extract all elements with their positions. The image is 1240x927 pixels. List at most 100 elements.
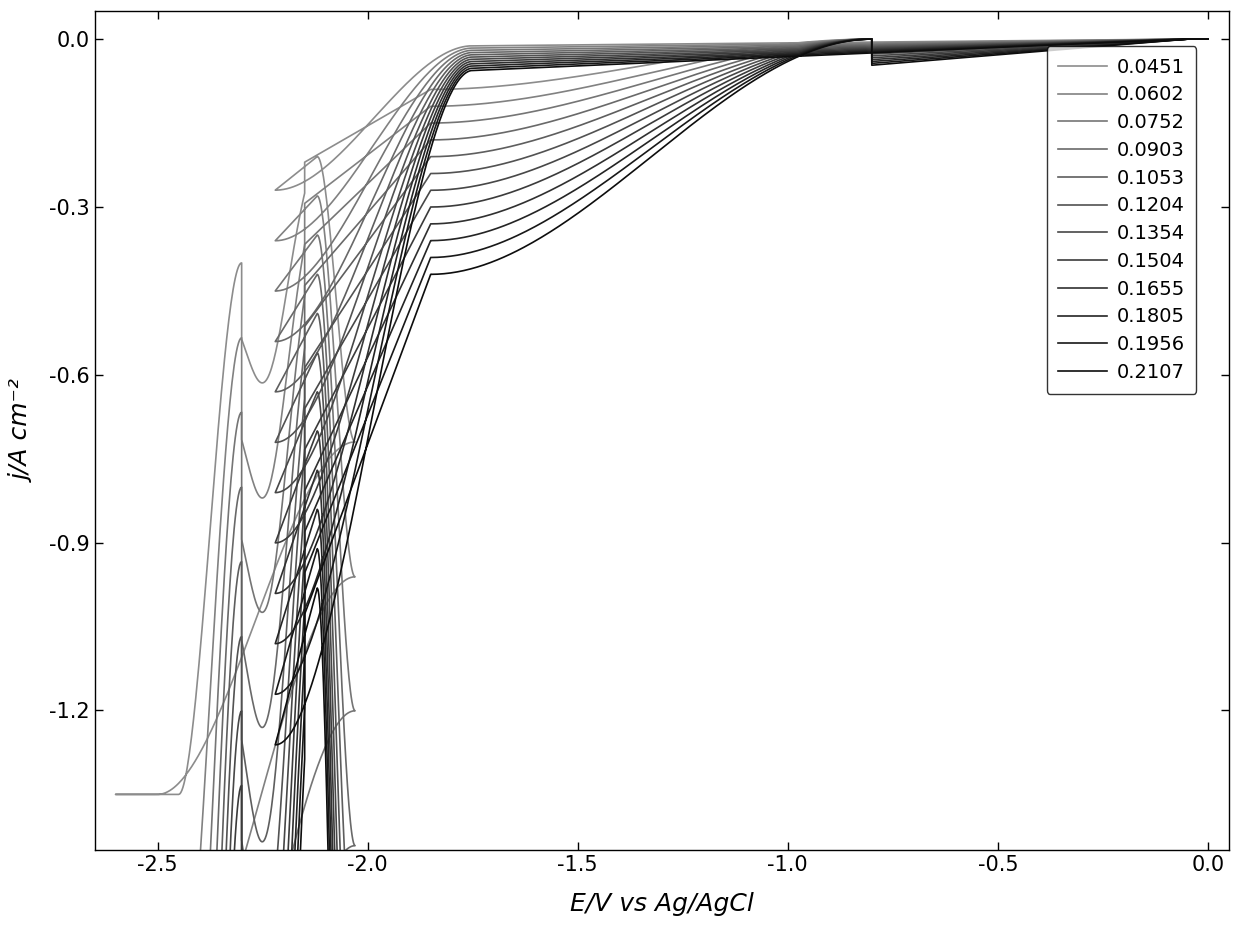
- 0.2107: [1047, 39, 1061, 50]
- 0.1204: [1200, 33, 1215, 44]
- 0.1655: [620, 141, 635, 152]
- 0.1956: [1200, 33, 1215, 44]
- 0.0451: [620, 63, 635, 74]
- 0.1204: [620, 111, 635, 122]
- 0.2107: [1200, 33, 1215, 44]
- 0.1354: [1184, 33, 1199, 44]
- 0.0903: [1047, 36, 1061, 47]
- Line: 0.1956: 0.1956: [115, 39, 1208, 927]
- 0.0752: [709, 41, 724, 52]
- 0.0752: [1047, 35, 1061, 46]
- 0.1805: [1200, 33, 1215, 44]
- Line: 0.1655: 0.1655: [115, 39, 1208, 927]
- 0.1354: [1047, 37, 1061, 48]
- 0.1655: [1200, 33, 1215, 44]
- 0.1053: [1047, 36, 1061, 47]
- 0.2107: [799, 50, 813, 61]
- 0.1053: [620, 102, 635, 113]
- 0.0451: [150, 789, 165, 800]
- 0.0602: [620, 72, 635, 83]
- 0.1655: [799, 46, 813, 57]
- X-axis label: E/V vs Ag/AgCl: E/V vs Ag/AgCl: [570, 892, 754, 916]
- Y-axis label: j/A cm⁻²: j/A cm⁻²: [11, 380, 35, 482]
- 0.0903: [1184, 33, 1199, 44]
- 0.1504: [620, 131, 635, 142]
- 0.1354: [799, 44, 813, 56]
- 0.1655: [1200, 33, 1215, 44]
- 0.0602: [1200, 33, 1215, 44]
- 0.0903: [799, 41, 813, 52]
- 0.1204: [709, 45, 724, 57]
- 0.2107: [620, 170, 635, 181]
- 0.1053: [799, 42, 813, 53]
- 0.1053: [1200, 33, 1215, 44]
- 0.1354: [734, 66, 749, 77]
- 0.0602: [1200, 33, 1215, 44]
- 0.1504: [1047, 38, 1061, 49]
- 0.1504: [1200, 33, 1215, 44]
- Line: 0.2107: 0.2107: [115, 39, 1208, 927]
- 0.1805: [734, 76, 749, 87]
- 0.1805: [1184, 33, 1199, 44]
- 0.1204: [1047, 37, 1061, 48]
- 0.1354: [709, 46, 724, 57]
- 0.1655: [709, 50, 724, 61]
- 0.1805: [620, 150, 635, 161]
- 0.1655: [1184, 33, 1199, 44]
- 0.0451: [1200, 33, 1215, 44]
- 0.2107: [1184, 33, 1199, 44]
- 0.0451: [1184, 33, 1199, 44]
- 0.1805: [709, 51, 724, 62]
- 0.1956: [1184, 33, 1199, 44]
- Line: 0.1053: 0.1053: [115, 39, 1208, 927]
- 0.1956: [709, 53, 724, 64]
- 0.1504: [1184, 33, 1199, 44]
- 0.0903: [1200, 33, 1215, 44]
- 0.1956: [734, 80, 749, 91]
- 0.2107: [709, 54, 724, 65]
- Line: 0.0903: 0.0903: [115, 39, 1208, 927]
- 0.1053: [709, 44, 724, 55]
- 0.1504: [734, 69, 749, 80]
- Line: 0.0752: 0.0752: [115, 39, 1208, 927]
- 0.0752: [1200, 33, 1215, 44]
- 0.0903: [1200, 33, 1215, 44]
- 0.1053: [1184, 33, 1199, 44]
- 0.1805: [1200, 33, 1215, 44]
- 0.0903: [709, 43, 724, 54]
- 0.0752: [620, 83, 635, 94]
- 0.0451: [1200, 33, 1215, 44]
- 0.0903: [620, 92, 635, 103]
- 0.1956: [799, 49, 813, 60]
- 0.0752: [734, 51, 749, 62]
- 0.0903: [734, 55, 749, 66]
- 0.0451: [1047, 35, 1061, 46]
- 0.1504: [799, 45, 813, 57]
- 0.1354: [1200, 33, 1215, 44]
- 0.1655: [1047, 38, 1061, 49]
- 0.1504: [1200, 33, 1215, 44]
- Line: 0.1504: 0.1504: [115, 39, 1208, 927]
- 0.0752: [799, 40, 813, 51]
- 0.2107: [734, 83, 749, 95]
- Line: 0.0451: 0.0451: [115, 39, 1208, 794]
- 0.1053: [1200, 33, 1215, 44]
- 0.0602: [1047, 35, 1061, 46]
- 0.1204: [734, 62, 749, 73]
- 0.1354: [1200, 33, 1215, 44]
- 0.0451: [734, 44, 749, 56]
- 0.0451: [799, 37, 813, 48]
- 0.1053: [734, 58, 749, 70]
- 0.1805: [1047, 39, 1061, 50]
- 0.1655: [734, 72, 749, 83]
- 0.1204: [1200, 33, 1215, 44]
- 0.0602: [709, 40, 724, 51]
- Line: 0.0602: 0.0602: [115, 39, 1208, 927]
- 0.0752: [1184, 33, 1199, 44]
- Line: 0.1354: 0.1354: [115, 39, 1208, 927]
- 0.1956: [620, 160, 635, 171]
- 0.1204: [799, 43, 813, 54]
- 0.1956: [1047, 39, 1061, 50]
- Legend: 0.0451, 0.0602, 0.0752, 0.0903, 0.1053, 0.1204, 0.1354, 0.1504, 0.1655, 0.1805, : 0.0451, 0.0602, 0.0752, 0.0903, 0.1053, …: [1047, 46, 1197, 394]
- 0.1204: [1184, 33, 1199, 44]
